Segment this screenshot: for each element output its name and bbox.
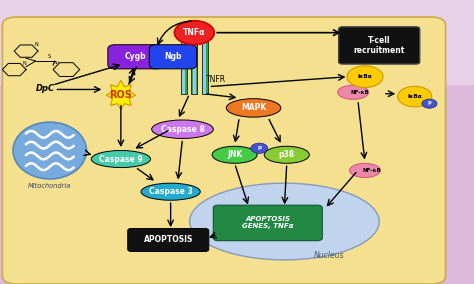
Text: TNFR: TNFR xyxy=(206,75,226,84)
Text: TNFα: TNFα xyxy=(183,28,206,37)
FancyBboxPatch shape xyxy=(128,228,209,252)
FancyBboxPatch shape xyxy=(108,45,162,69)
Text: Ngb: Ngb xyxy=(164,52,182,61)
Bar xyxy=(193,40,196,94)
Text: T-cell
recruitment: T-cell recruitment xyxy=(354,36,405,55)
Circle shape xyxy=(251,143,268,153)
Text: S: S xyxy=(47,54,51,59)
Text: IκBα: IκBα xyxy=(357,74,373,79)
Text: MAPK: MAPK xyxy=(241,103,266,112)
Ellipse shape xyxy=(152,120,213,138)
Circle shape xyxy=(422,99,437,108)
Text: IκBα: IκBα xyxy=(407,94,422,99)
Circle shape xyxy=(347,66,383,87)
Ellipse shape xyxy=(212,146,257,163)
Ellipse shape xyxy=(350,163,380,178)
Bar xyxy=(191,40,197,94)
Text: JNK: JNK xyxy=(227,150,242,159)
Ellipse shape xyxy=(190,183,379,260)
Text: N: N xyxy=(34,42,38,47)
Text: Cygb: Cygb xyxy=(124,52,146,61)
Circle shape xyxy=(398,86,432,107)
Bar xyxy=(181,40,187,94)
Text: DpC: DpC xyxy=(36,83,55,93)
Text: ROS: ROS xyxy=(109,90,132,100)
FancyBboxPatch shape xyxy=(0,0,474,85)
Ellipse shape xyxy=(13,122,86,179)
Text: P: P xyxy=(428,101,431,106)
Polygon shape xyxy=(106,80,136,110)
Text: Caspase 9: Caspase 9 xyxy=(99,154,143,164)
Text: Nucleus: Nucleus xyxy=(314,251,345,260)
Text: Mitochondria: Mitochondria xyxy=(28,183,72,189)
Bar xyxy=(182,40,185,94)
Text: APOPTOSIS
GENES, TNFα: APOPTOSIS GENES, TNFα xyxy=(242,216,293,229)
Text: p38: p38 xyxy=(279,150,295,159)
Bar xyxy=(203,40,206,94)
Circle shape xyxy=(174,21,214,45)
Ellipse shape xyxy=(264,146,309,163)
FancyBboxPatch shape xyxy=(2,17,446,284)
Ellipse shape xyxy=(227,99,281,117)
Text: APOPTOSIS: APOPTOSIS xyxy=(144,235,193,245)
Text: Caspase 8: Caspase 8 xyxy=(161,125,204,134)
FancyBboxPatch shape xyxy=(213,205,322,241)
FancyBboxPatch shape xyxy=(149,45,197,69)
Text: Caspase 3: Caspase 3 xyxy=(149,187,192,196)
Text: P: P xyxy=(257,146,261,151)
Text: NH: NH xyxy=(54,61,60,65)
Text: N: N xyxy=(23,60,26,66)
Ellipse shape xyxy=(141,183,200,200)
Ellipse shape xyxy=(337,85,368,99)
FancyBboxPatch shape xyxy=(338,27,419,64)
Text: NF-κB: NF-κB xyxy=(351,90,370,95)
Text: NF-κB: NF-κB xyxy=(363,168,382,173)
Bar xyxy=(201,40,208,94)
Ellipse shape xyxy=(91,151,151,168)
